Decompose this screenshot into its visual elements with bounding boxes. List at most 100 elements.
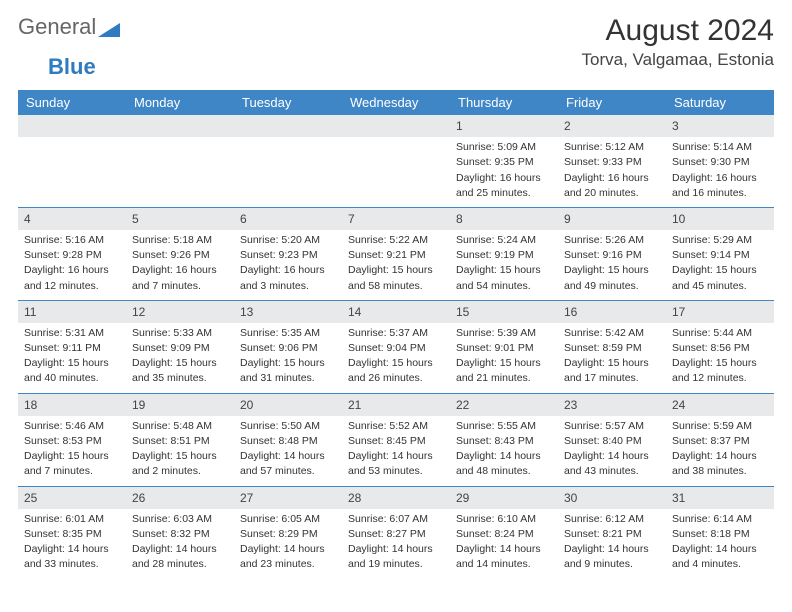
daylight-text: and 43 minutes. xyxy=(564,464,660,478)
sunrise-text: Sunrise: 5:57 AM xyxy=(564,419,660,433)
day-cell: 26Sunrise: 6:03 AMSunset: 8:32 PMDayligh… xyxy=(126,487,234,579)
day-number: 14 xyxy=(342,301,450,323)
sunrise-text: Sunrise: 5:39 AM xyxy=(456,326,552,340)
sunrise-text: Sunrise: 5:18 AM xyxy=(132,233,228,247)
day-cell: 1Sunrise: 5:09 AMSunset: 9:35 PMDaylight… xyxy=(450,115,558,207)
sunrise-text: Sunrise: 5:50 AM xyxy=(240,419,336,433)
day-cell: 31Sunrise: 6:14 AMSunset: 8:18 PMDayligh… xyxy=(666,487,774,579)
day-header: Friday xyxy=(558,90,666,115)
daylight-text: and 57 minutes. xyxy=(240,464,336,478)
daylight-text: and 20 minutes. xyxy=(564,186,660,200)
day-body: Sunrise: 5:55 AMSunset: 8:43 PMDaylight:… xyxy=(450,416,558,486)
daylight-text: Daylight: 14 hours xyxy=(240,542,336,556)
day-header: Wednesday xyxy=(342,90,450,115)
sunrise-text: Sunrise: 5:55 AM xyxy=(456,419,552,433)
day-cell: 25Sunrise: 6:01 AMSunset: 8:35 PMDayligh… xyxy=(18,487,126,579)
day-number: 5 xyxy=(126,208,234,230)
daylight-text: and 40 minutes. xyxy=(24,371,120,385)
day-body: Sunrise: 5:16 AMSunset: 9:28 PMDaylight:… xyxy=(18,230,126,300)
sunrise-text: Sunrise: 5:37 AM xyxy=(348,326,444,340)
week-row: 18Sunrise: 5:46 AMSunset: 8:53 PMDayligh… xyxy=(18,394,774,487)
week-row: 4Sunrise: 5:16 AMSunset: 9:28 PMDaylight… xyxy=(18,208,774,301)
sunset-text: Sunset: 9:16 PM xyxy=(564,248,660,262)
logo-text-1: General xyxy=(18,14,96,40)
day-number: 2 xyxy=(558,115,666,137)
day-number: 18 xyxy=(18,394,126,416)
day-header: Saturday xyxy=(666,90,774,115)
daylight-text: Daylight: 14 hours xyxy=(348,449,444,463)
day-body: Sunrise: 5:37 AMSunset: 9:04 PMDaylight:… xyxy=(342,323,450,393)
sunrise-text: Sunrise: 5:31 AM xyxy=(24,326,120,340)
daylight-text: and 54 minutes. xyxy=(456,279,552,293)
sunrise-text: Sunrise: 5:52 AM xyxy=(348,419,444,433)
sunset-text: Sunset: 8:51 PM xyxy=(132,434,228,448)
sunrise-text: Sunrise: 5:46 AM xyxy=(24,419,120,433)
daylight-text: and 38 minutes. xyxy=(672,464,768,478)
day-number: 6 xyxy=(234,208,342,230)
daylight-text: and 4 minutes. xyxy=(672,557,768,571)
title-block: August 2024 Torva, Valgamaa, Estonia xyxy=(582,14,774,70)
day-cell: 23Sunrise: 5:57 AMSunset: 8:40 PMDayligh… xyxy=(558,394,666,486)
sunrise-text: Sunrise: 5:42 AM xyxy=(564,326,660,340)
daylight-text: Daylight: 15 hours xyxy=(456,263,552,277)
daylight-text: and 25 minutes. xyxy=(456,186,552,200)
day-body: Sunrise: 5:22 AMSunset: 9:21 PMDaylight:… xyxy=(342,230,450,300)
sunset-text: Sunset: 9:14 PM xyxy=(672,248,768,262)
daylight-text: and 26 minutes. xyxy=(348,371,444,385)
day-cell xyxy=(18,115,126,207)
sunset-text: Sunset: 8:48 PM xyxy=(240,434,336,448)
day-number: 28 xyxy=(342,487,450,509)
day-number: 21 xyxy=(342,394,450,416)
day-body: Sunrise: 5:57 AMSunset: 8:40 PMDaylight:… xyxy=(558,416,666,486)
daylight-text: Daylight: 14 hours xyxy=(564,542,660,556)
sunrise-text: Sunrise: 5:12 AM xyxy=(564,140,660,154)
day-number: 4 xyxy=(18,208,126,230)
sunset-text: Sunset: 8:35 PM xyxy=(24,527,120,541)
daylight-text: and 35 minutes. xyxy=(132,371,228,385)
daylight-text: and 19 minutes. xyxy=(348,557,444,571)
day-body: Sunrise: 5:35 AMSunset: 9:06 PMDaylight:… xyxy=(234,323,342,393)
sunset-text: Sunset: 8:59 PM xyxy=(564,341,660,355)
daylight-text: Daylight: 15 hours xyxy=(240,356,336,370)
sunset-text: Sunset: 8:40 PM xyxy=(564,434,660,448)
daylight-text: Daylight: 15 hours xyxy=(132,356,228,370)
location: Torva, Valgamaa, Estonia xyxy=(582,50,774,70)
day-number xyxy=(342,115,450,137)
day-number xyxy=(234,115,342,137)
daylight-text: Daylight: 16 hours xyxy=(132,263,228,277)
daylight-text: Daylight: 15 hours xyxy=(132,449,228,463)
day-cell: 6Sunrise: 5:20 AMSunset: 9:23 PMDaylight… xyxy=(234,208,342,300)
sunrise-text: Sunrise: 5:33 AM xyxy=(132,326,228,340)
daylight-text: Daylight: 15 hours xyxy=(456,356,552,370)
day-body: Sunrise: 5:20 AMSunset: 9:23 PMDaylight:… xyxy=(234,230,342,300)
daylight-text: Daylight: 14 hours xyxy=(672,449,768,463)
day-cell: 22Sunrise: 5:55 AMSunset: 8:43 PMDayligh… xyxy=(450,394,558,486)
week-row: 11Sunrise: 5:31 AMSunset: 9:11 PMDayligh… xyxy=(18,301,774,394)
day-cell xyxy=(234,115,342,207)
day-number: 26 xyxy=(126,487,234,509)
sunrise-text: Sunrise: 5:09 AM xyxy=(456,140,552,154)
day-cell: 3Sunrise: 5:14 AMSunset: 9:30 PMDaylight… xyxy=(666,115,774,207)
sunset-text: Sunset: 9:28 PM xyxy=(24,248,120,262)
day-number: 10 xyxy=(666,208,774,230)
sunrise-text: Sunrise: 6:10 AM xyxy=(456,512,552,526)
day-number: 15 xyxy=(450,301,558,323)
daylight-text: Daylight: 14 hours xyxy=(456,542,552,556)
daylight-text: and 31 minutes. xyxy=(240,371,336,385)
daylight-text: Daylight: 14 hours xyxy=(24,542,120,556)
day-cell: 19Sunrise: 5:48 AMSunset: 8:51 PMDayligh… xyxy=(126,394,234,486)
day-cell: 2Sunrise: 5:12 AMSunset: 9:33 PMDaylight… xyxy=(558,115,666,207)
daylight-text: Daylight: 14 hours xyxy=(456,449,552,463)
daylight-text: and 12 minutes. xyxy=(24,279,120,293)
day-body xyxy=(342,137,450,146)
day-number: 27 xyxy=(234,487,342,509)
calendar-grid: 1Sunrise: 5:09 AMSunset: 9:35 PMDaylight… xyxy=(18,115,774,578)
day-number: 11 xyxy=(18,301,126,323)
sunrise-text: Sunrise: 5:26 AM xyxy=(564,233,660,247)
week-row: 1Sunrise: 5:09 AMSunset: 9:35 PMDaylight… xyxy=(18,115,774,208)
day-number xyxy=(126,115,234,137)
sunset-text: Sunset: 9:04 PM xyxy=(348,341,444,355)
sunset-text: Sunset: 9:30 PM xyxy=(672,155,768,169)
daylight-text: Daylight: 16 hours xyxy=(564,171,660,185)
daylight-text: and 28 minutes. xyxy=(132,557,228,571)
